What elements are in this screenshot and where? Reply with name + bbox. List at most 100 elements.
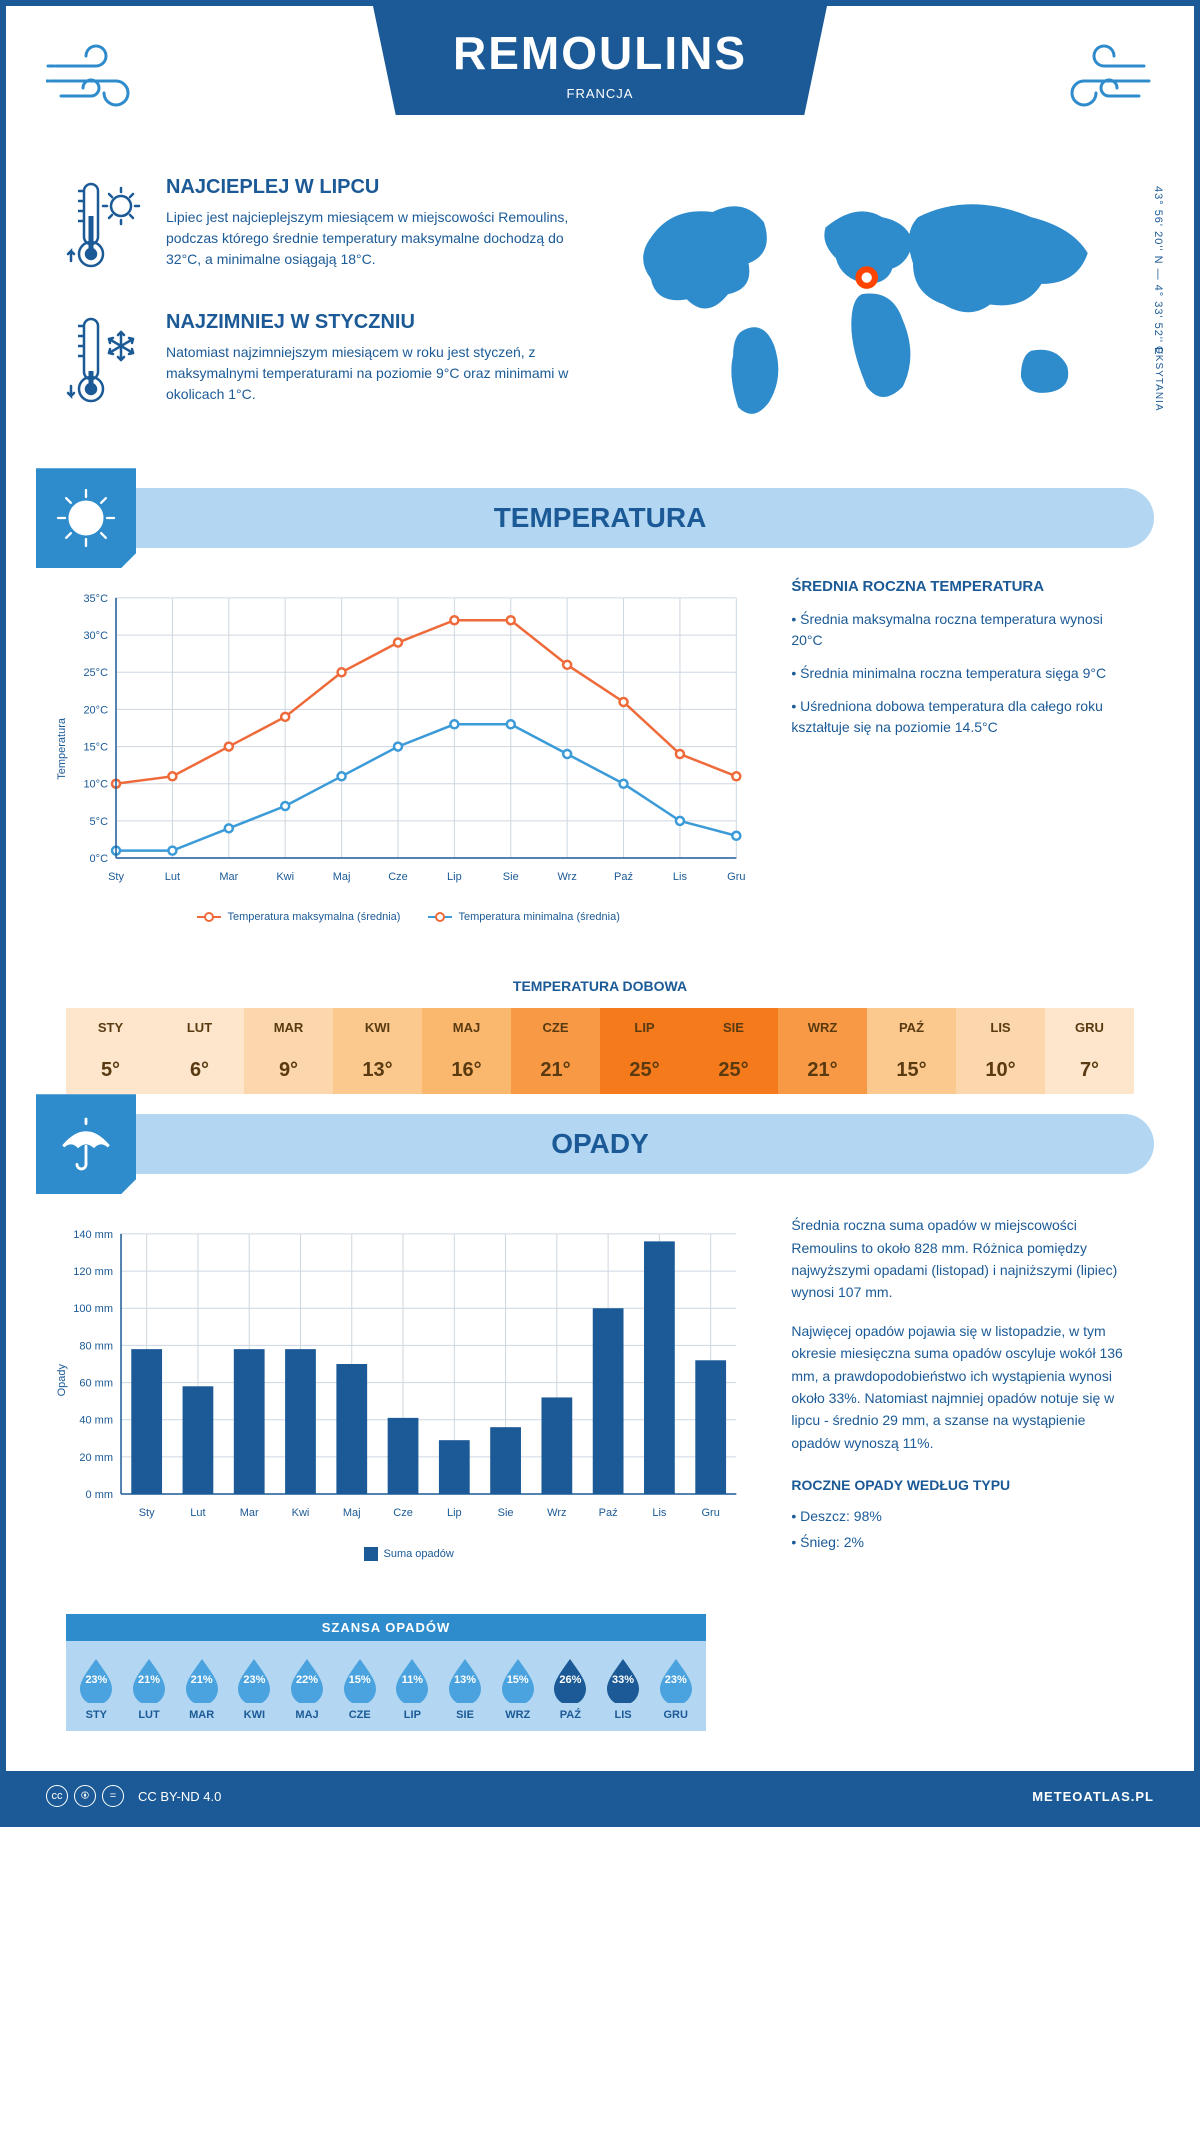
table-header: STY	[66, 1008, 155, 1047]
svg-text:Kwi: Kwi	[276, 871, 294, 883]
table-cell: 25°	[689, 1047, 778, 1094]
drop-icon: 33%	[597, 1655, 650, 1703]
daily-temp-title: TEMPERATURA DOBOWA	[66, 978, 1134, 994]
warmest-block: NAJCIEPLEJ W LIPCU Lipiec jest najcieple…	[66, 176, 580, 281]
temperature-section-header: TEMPERATURA	[46, 488, 1154, 548]
svg-text:100 mm: 100 mm	[73, 1304, 113, 1316]
world-map: 43° 56' 20'' N — 4° 33' 52'' E OKSYTANIA	[620, 176, 1134, 448]
drop-icon: 23%	[228, 1655, 281, 1703]
table-cell: 5°	[66, 1047, 155, 1094]
table-cell: 6°	[155, 1047, 244, 1094]
precip-text-1: Średnia roczna suma opadów w miejscowośc…	[791, 1214, 1134, 1304]
table-cell: 9°	[244, 1047, 333, 1094]
temp-bullet: • Uśredniona dobowa temperatura dla całe…	[791, 696, 1134, 738]
country-name: FRANCJA	[453, 86, 747, 101]
svg-text:Kwi: Kwi	[292, 1507, 310, 1519]
table-header: WRZ	[778, 1008, 867, 1047]
svg-text:Sie: Sie	[503, 871, 519, 883]
footer: cc 🅯 = CC BY-ND 4.0 METEOATLAS.PL	[6, 1771, 1194, 1821]
svg-text:Paź: Paź	[599, 1507, 618, 1519]
coldest-block: NAJZIMNIEJ W STYCZNIU Natomiast najzimni…	[66, 311, 580, 416]
table-cell: 21°	[778, 1047, 867, 1094]
svg-text:Lut: Lut	[190, 1507, 205, 1519]
table-header: CZE	[511, 1008, 600, 1047]
svg-text:Mar: Mar	[219, 871, 238, 883]
table-header: GRU	[1045, 1008, 1134, 1047]
svg-text:Gru: Gru	[727, 871, 745, 883]
table-header: PAŹ	[867, 1008, 956, 1047]
svg-text:Lut: Lut	[165, 871, 180, 883]
svg-text:60 mm: 60 mm	[79, 1378, 113, 1390]
drop-icon: 13%	[439, 1655, 492, 1703]
table-header: LUT	[155, 1008, 244, 1047]
chance-cell: 23%KWI	[228, 1655, 281, 1721]
svg-text:Cze: Cze	[393, 1507, 413, 1519]
svg-text:10°C: 10°C	[83, 779, 108, 791]
table-header: MAR	[244, 1008, 333, 1047]
region-name: OKSYTANIA	[1153, 346, 1164, 412]
temp-bullet: • Średnia maksymalna roczna temperatura …	[791, 609, 1134, 651]
drop-icon: 11%	[386, 1655, 439, 1703]
table-cell: 7°	[1045, 1047, 1134, 1094]
by-icon: 🅯	[74, 1785, 96, 1807]
drop-icon: 23%	[649, 1655, 702, 1703]
precip-type: • Deszcz: 98%	[791, 1505, 1134, 1527]
drop-icon: 21%	[175, 1655, 228, 1703]
svg-text:Wrz: Wrz	[547, 1507, 566, 1519]
svg-text:Lis: Lis	[673, 871, 688, 883]
daily-temp-table: TEMPERATURA DOBOWA STYLUTMARKWIMAJCZELIP…	[66, 978, 1134, 1094]
chance-cell: 21%LUT	[123, 1655, 176, 1721]
chance-cell: 26%PAŹ	[544, 1655, 597, 1721]
precip-type: • Śnieg: 2%	[791, 1531, 1134, 1553]
thermometer-hot-icon	[66, 176, 146, 281]
svg-text:Sty: Sty	[139, 1507, 155, 1519]
coldest-text: Natomiast najzimniejszym miesiącem w rok…	[166, 342, 580, 405]
wind-icon-right	[1034, 36, 1154, 116]
temp-legend: .lg-line:nth-child(1)::before{border-col…	[66, 911, 751, 923]
svg-text:80 mm: 80 mm	[79, 1341, 113, 1353]
temp-summary-title: ŚREDNIA ROCZNA TEMPERATURA	[791, 578, 1134, 595]
svg-text:40 mm: 40 mm	[79, 1415, 113, 1427]
warmest-title: NAJCIEPLEJ W LIPCU	[166, 176, 580, 199]
svg-text:30°C: 30°C	[83, 630, 108, 642]
table-cell: 15°	[867, 1047, 956, 1094]
svg-text:Lis: Lis	[652, 1507, 667, 1519]
table-header: KWI	[333, 1008, 422, 1047]
intro-section: NAJCIEPLEJ W LIPCU Lipiec jest najcieple…	[6, 166, 1194, 478]
thermometer-cold-icon	[66, 311, 146, 416]
precip-text-2: Najwięcej opadów pojawia się w listopadz…	[791, 1320, 1134, 1454]
table-header: LIS	[956, 1008, 1045, 1047]
drop-icon: 21%	[123, 1655, 176, 1703]
svg-text:Maj: Maj	[333, 871, 351, 883]
svg-text:15°C: 15°C	[83, 742, 108, 754]
drop-icon: 23%	[70, 1655, 123, 1703]
sun-icon	[36, 468, 136, 568]
precip-title: OPADY	[551, 1128, 649, 1159]
umbrella-icon	[36, 1094, 136, 1194]
precipitation-chance-table: SZANSA OPADÓW 23%STY 21%LUT 21%MAR 23%KW…	[66, 1614, 706, 1731]
chance-cell: 22%MAJ	[281, 1655, 334, 1721]
svg-text:20 mm: 20 mm	[79, 1452, 113, 1464]
coldest-title: NAJZIMNIEJ W STYCZNIU	[166, 311, 580, 334]
svg-text:140 mm: 140 mm	[73, 1229, 113, 1241]
table-cell: 21°	[511, 1047, 600, 1094]
svg-text:Lip: Lip	[447, 871, 462, 883]
site-name: METEOATLAS.PL	[1032, 1789, 1154, 1804]
city-name: REMOULINS	[453, 26, 747, 80]
svg-text:0°C: 0°C	[90, 853, 109, 865]
table-header: SIE	[689, 1008, 778, 1047]
title-banner: REMOULINS FRANCJA	[373, 6, 827, 115]
chance-cell: 23%STY	[70, 1655, 123, 1721]
svg-text:0 mm: 0 mm	[86, 1489, 114, 1501]
precipitation-summary: Średnia roczna suma opadów w miejscowośc…	[791, 1214, 1134, 1574]
svg-text:Paź: Paź	[614, 871, 633, 883]
precip-legend: Suma opadów	[66, 1547, 751, 1561]
svg-text:25°C: 25°C	[83, 668, 108, 680]
svg-text:35°C: 35°C	[83, 593, 108, 605]
license-text: CC BY-ND 4.0	[138, 1789, 221, 1804]
header: REMOULINS FRANCJA	[6, 6, 1194, 166]
temperature-summary: ŚREDNIA ROCZNA TEMPERATURA • Średnia mak…	[791, 578, 1134, 938]
temperature-chart: Temperatura 0°C5°C10°C15°C20°C25°C30°C35…	[66, 578, 751, 938]
chance-cell: 15%WRZ	[491, 1655, 544, 1721]
chance-cell: 11%LIP	[386, 1655, 439, 1721]
